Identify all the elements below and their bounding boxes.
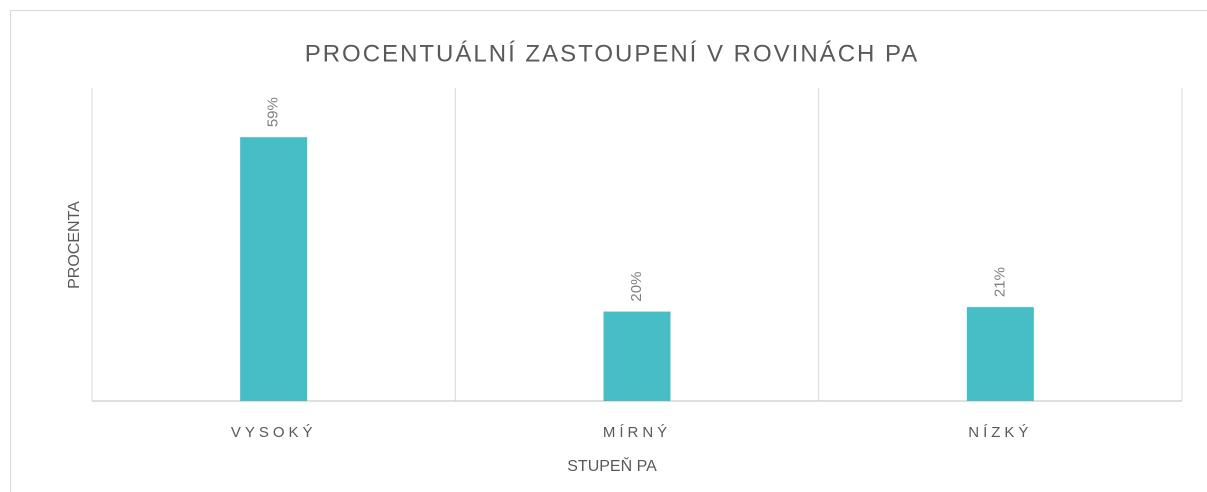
x-axis-title: STUPEŇ PA — [567, 456, 657, 475]
bar — [966, 307, 1034, 401]
y-axis-title: PROCENTA — [66, 201, 83, 289]
bar — [603, 311, 671, 401]
chart-title: PROCENTUÁLNÍ ZASTOUPENÍ V ROVINÁCH PA — [305, 40, 920, 67]
x-tick-label: VYSOKÝ — [231, 424, 317, 441]
data-label: 59% — [265, 97, 282, 127]
data-label: 20% — [628, 272, 645, 302]
x-tick-label: MÍRNÝ — [603, 424, 671, 441]
x-tick-label: NÍZKÝ — [968, 424, 1032, 441]
chart-border — [10, 10, 1207, 492]
bar — [240, 137, 308, 401]
data-label: 21% — [991, 267, 1008, 297]
